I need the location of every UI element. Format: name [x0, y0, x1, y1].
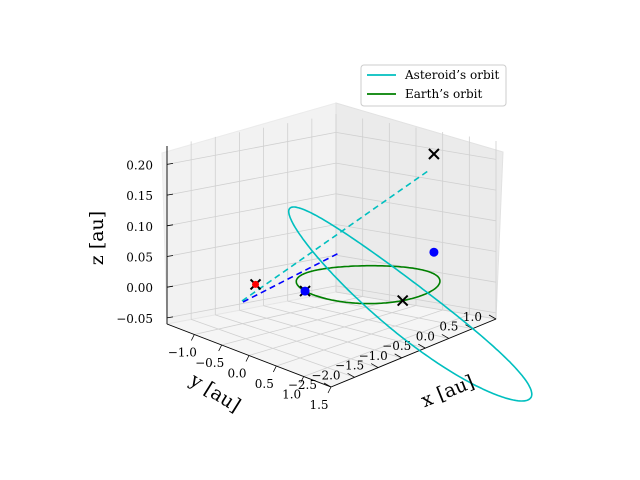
y-tick-label: −1.5 [335, 359, 364, 373]
z-tick-mark [166, 316, 174, 319]
z-axis-title: z [au] [86, 211, 108, 265]
grid-line [166, 193, 337, 227]
y-tick-label: −1.0 [359, 349, 388, 363]
earth-position-line [242, 252, 340, 303]
z-tick-mark [166, 193, 174, 196]
grid-line [335, 162, 497, 191]
x-axis-title: x [au] [418, 371, 477, 412]
grid-line [276, 309, 443, 367]
grid-line [335, 132, 497, 160]
grid-line [166, 132, 337, 165]
grid-line [335, 193, 497, 222]
legend: Asteroid’s orbit Earth’s orbit [360, 64, 507, 107]
grid-line [194, 296, 363, 335]
z-tick-mark [166, 163, 174, 165]
grid-line [166, 162, 337, 196]
blue-point-marker [300, 286, 310, 296]
grid-line [335, 285, 497, 314]
blue-point-marker [429, 247, 439, 257]
grid-line [287, 300, 449, 339]
tick-marks [166, 163, 497, 394]
grid-line [221, 300, 390, 346]
x-marker [428, 148, 440, 160]
x-tick-mark [218, 344, 223, 352]
y-tick-mark [347, 372, 355, 378]
earth-orbit-line [295, 264, 441, 305]
z-tick-label: 0.05 [126, 250, 153, 264]
tick-labels: −1.0−0.50.00.51.01.51.00.50.0−0.5−1.0−1.… [116, 158, 482, 412]
y-tick-label: 0.0 [416, 329, 435, 343]
x-marker-stroke [428, 148, 440, 160]
z-tick-mark [166, 285, 174, 288]
y-tick-label: 0.5 [439, 320, 458, 334]
legend-earth-label: Earth’s orbit [405, 87, 482, 101]
x-marker [396, 294, 409, 307]
x-tick-label: 0.0 [227, 367, 246, 381]
y-tick-mark [370, 363, 379, 368]
y-tick-mark [323, 382, 332, 388]
y-tick-mark [418, 343, 426, 349]
grid-line [335, 291, 497, 320]
y-tick-label: 1.0 [463, 310, 482, 324]
z-tick-mark [166, 224, 174, 227]
z-tick-mark [166, 255, 174, 257]
z-tick-label: 0.10 [126, 220, 153, 234]
y-tick-mark [441, 334, 450, 339]
grid-line [263, 305, 426, 349]
z-tick-label: 0.00 [126, 281, 153, 295]
x-tick-mark [190, 334, 195, 341]
x-tick-mark [327, 386, 332, 394]
orbit-markers [249, 148, 440, 307]
legend-asteroid-label: Asteroid’s orbit [404, 68, 499, 82]
x-tick-label: 0.5 [255, 377, 274, 391]
grid-line [248, 305, 417, 356]
y-tick-label: −2.5 [288, 378, 317, 392]
legend-box [360, 64, 507, 107]
x-tick-mark [245, 355, 250, 362]
y-tick-mark [488, 314, 497, 320]
x-tick-mark [272, 365, 277, 373]
x-tick-label: −1.0 [168, 346, 197, 360]
z-tick-label: −0.05 [116, 312, 153, 326]
grid-line [335, 224, 497, 252]
asteroid-line-of-apsides [241, 170, 429, 302]
grid-line [303, 314, 470, 377]
red-point-marker [252, 280, 260, 288]
y-tick-mark [394, 353, 402, 359]
grid-line [166, 224, 337, 257]
x-tick-mark [300, 376, 305, 383]
x-tick-label: 1.5 [309, 398, 328, 412]
x-tick-label: 1.0 [282, 388, 301, 402]
asteroid-orbit-line [287, 206, 533, 402]
y-tick-label: −2.0 [311, 368, 340, 382]
grid-line [239, 309, 402, 359]
z-tick-label: 0.20 [126, 158, 153, 172]
y-axis-line [330, 318, 497, 388]
z-tick-label: 0.15 [126, 189, 153, 203]
grid-line [166, 254, 337, 288]
y-tick-label: −0.5 [382, 339, 411, 353]
x-marker-stroke [396, 294, 409, 307]
grid-line [191, 319, 355, 378]
grid-line [215, 314, 379, 368]
x-tick-label: −0.5 [195, 356, 224, 370]
